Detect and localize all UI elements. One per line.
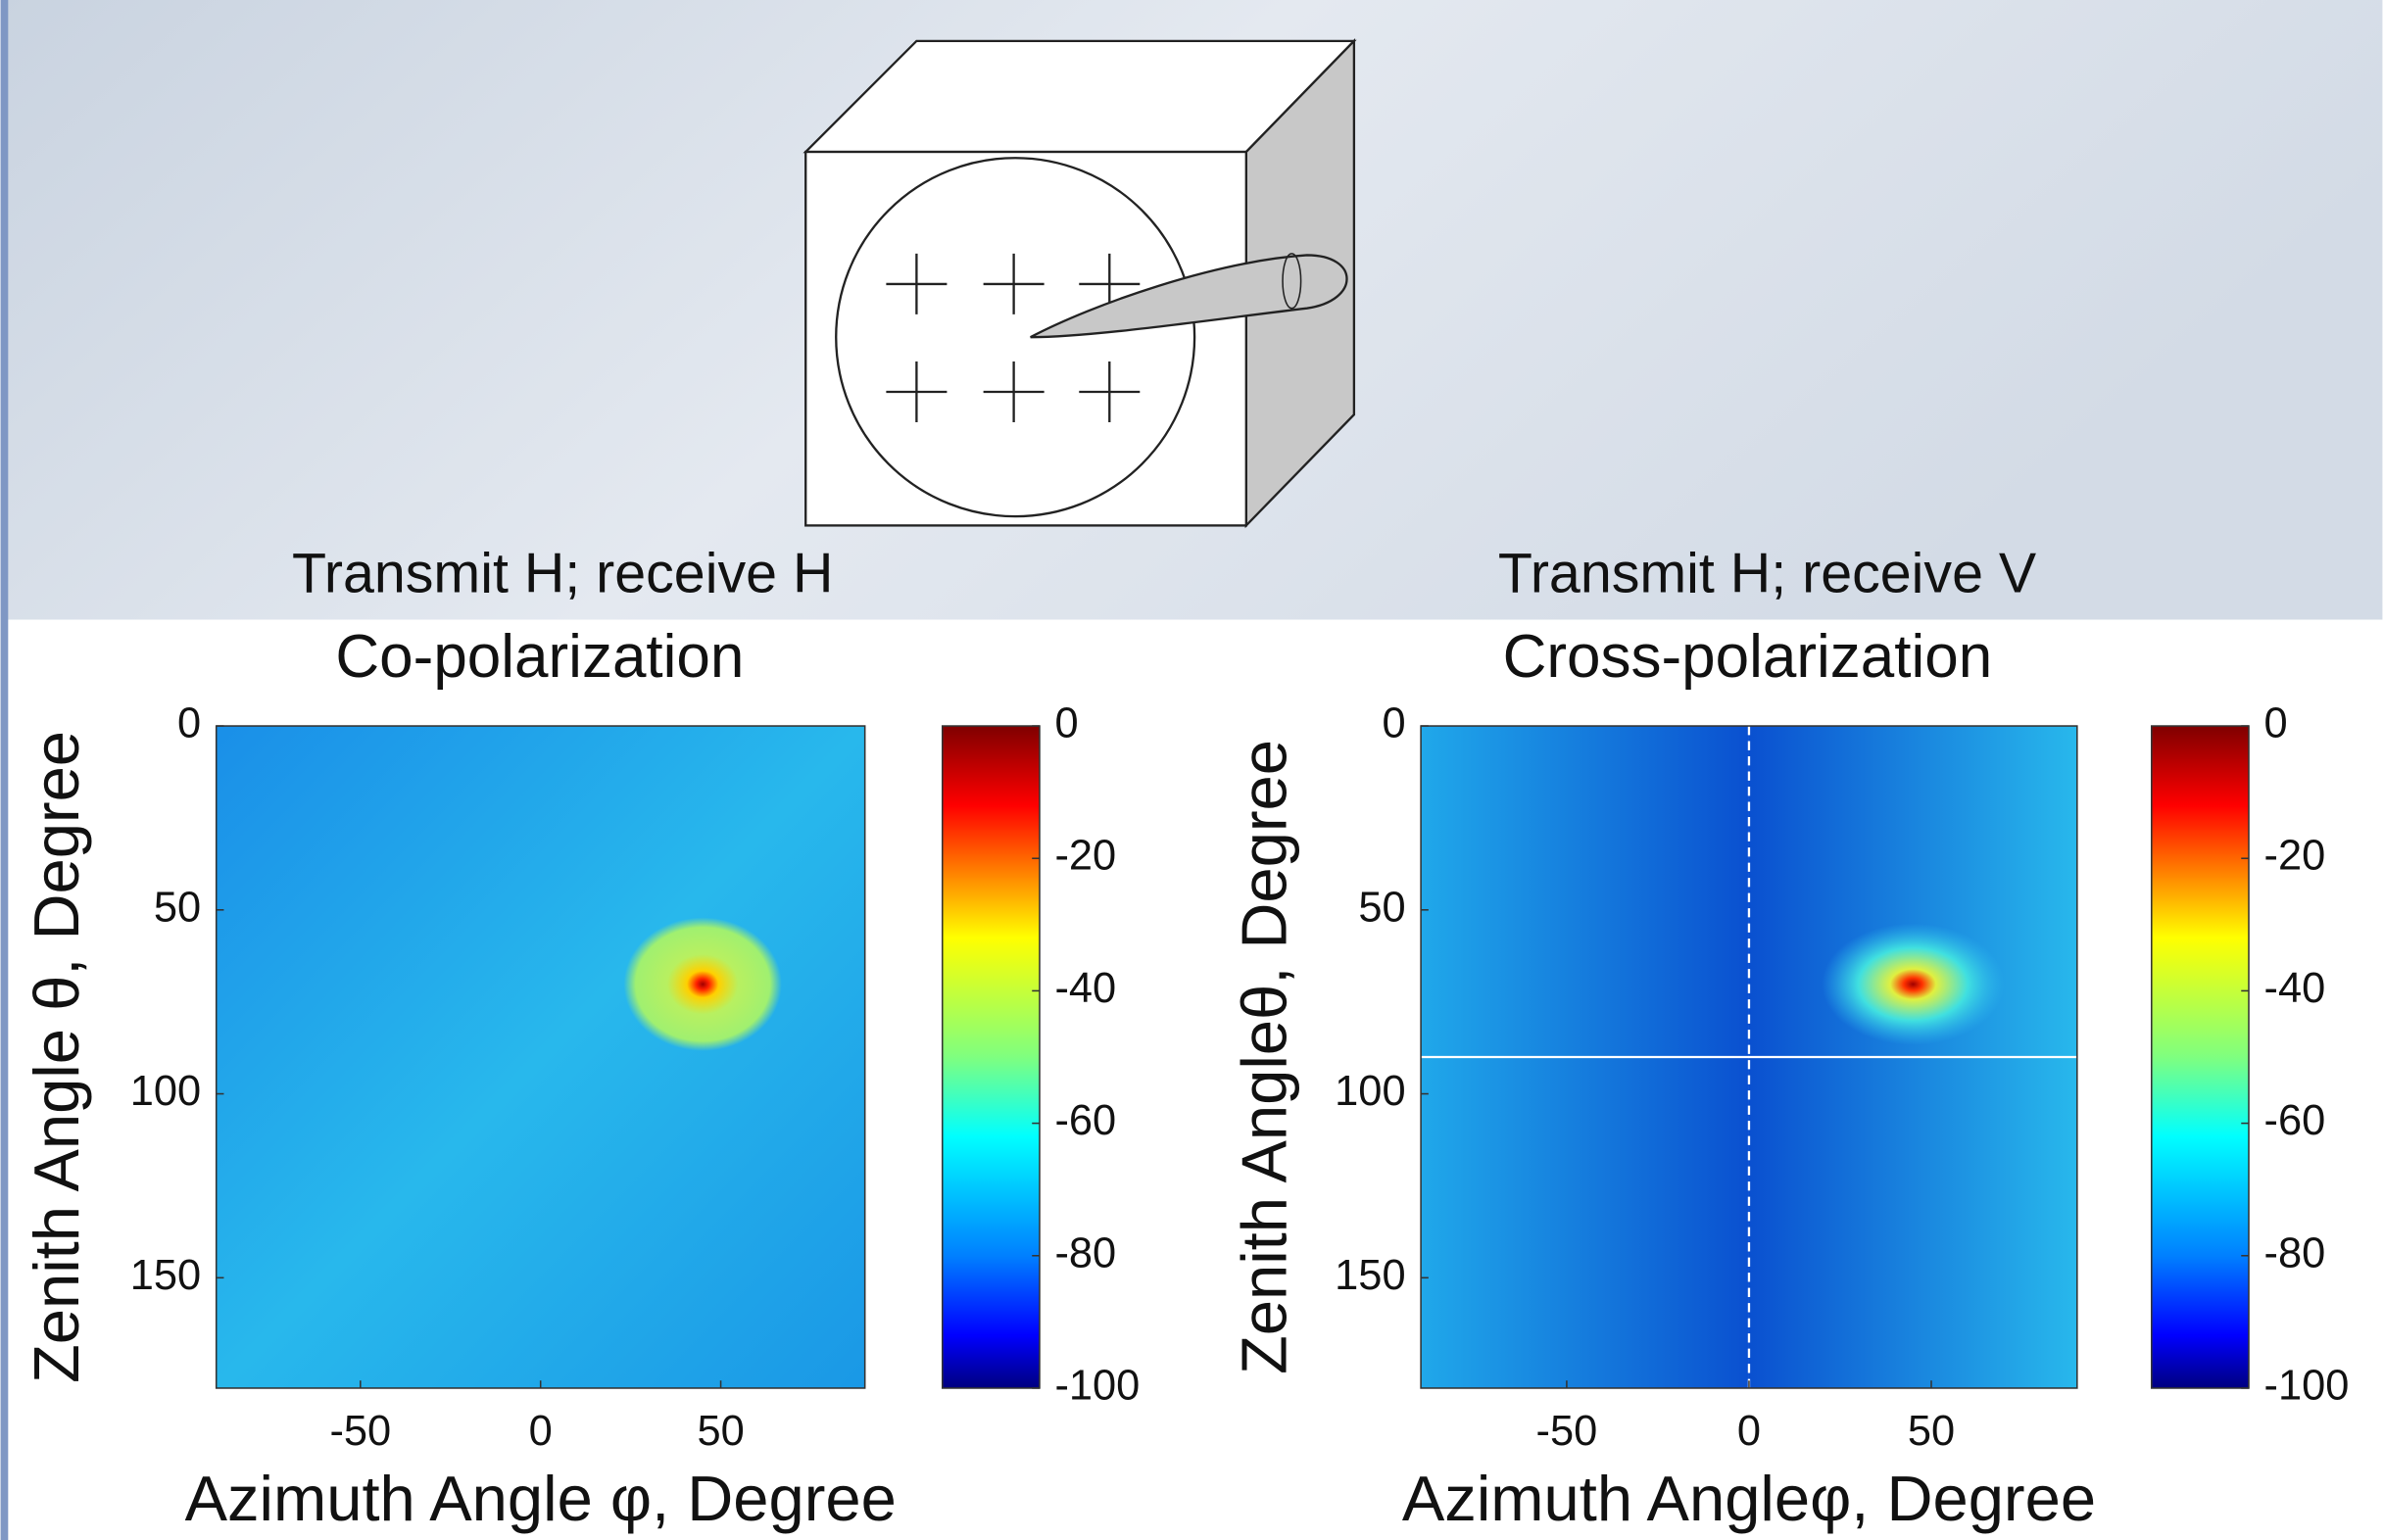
- x-tick-label: -50: [1536, 1408, 1598, 1455]
- y-axis-label: Zenith Angle θ, Degree: [21, 731, 92, 1383]
- heatmap-quadrant: [1421, 726, 1749, 1057]
- chart-title: Co-polarization: [335, 623, 744, 691]
- colorbar-tick-label: -100: [2264, 1362, 2350, 1409]
- array-diagram: [805, 41, 1354, 526]
- y-tick-label: 100: [1335, 1068, 1405, 1115]
- chart-title: Cross-polarization: [1503, 623, 1993, 691]
- heatmap-chart: Transmit H; receive H Co-polarization -50 0…: [21, 542, 1141, 1534]
- y-tick-label: 50: [1358, 884, 1405, 931]
- y-tick-label: 100: [130, 1068, 201, 1115]
- x-tick-label: 50: [697, 1408, 744, 1455]
- colorbar-tick-label: -60: [2264, 1097, 2326, 1144]
- x-tick-label: 0: [529, 1408, 553, 1455]
- colorbar: [2152, 726, 2249, 1388]
- colorbar-tick-label: 0: [2264, 700, 2288, 747]
- colorbar-tick-label: -80: [1054, 1229, 1116, 1276]
- heatmap-quadrant: [1749, 1057, 2077, 1388]
- heatmap-hotspot: [1822, 924, 2004, 1045]
- x-tick-label: -50: [329, 1408, 391, 1455]
- heatmap-field: [217, 726, 865, 1388]
- chart-subtitle: Transmit H; receive V: [1498, 542, 2036, 604]
- colorbar-tick-label: -40: [2264, 965, 2326, 1012]
- y-tick-label: 0: [1382, 700, 1405, 747]
- y-tick-label: 150: [130, 1252, 201, 1299]
- heatmap-quadrant: [1421, 1057, 1749, 1388]
- colorbar: [943, 726, 1040, 1388]
- x-tick-label: 50: [1908, 1408, 1955, 1455]
- heatmap-hotspot: [624, 917, 782, 1050]
- slide: Transmit H; receive H Co-polarization -50 0…: [0, 0, 2383, 1540]
- colorbar-tick-label: -20: [2264, 833, 2326, 880]
- y-tick-label: 0: [177, 700, 201, 747]
- colorbar-tick-label: -60: [1054, 1097, 1116, 1144]
- x-axis-label: Azimuth Angle φ, Degree: [185, 1463, 897, 1534]
- y-tick-label: 150: [1335, 1252, 1405, 1299]
- colorbar-tick-label: 0: [1054, 700, 1078, 747]
- colorbar-tick-label: -20: [1054, 833, 1116, 880]
- x-tick-label: 0: [1737, 1408, 1761, 1455]
- colorbar-tick-label: -100: [1054, 1362, 1140, 1409]
- x-axis-label: Azimuth Angleφ, Degree: [1402, 1463, 2096, 1534]
- y-axis-label: Zenith Angleθ, Degree: [1228, 740, 1299, 1374]
- heatmap-chart: Transmit H; receive V Cross-polarization -…: [1228, 542, 2349, 1534]
- colorbar-tick-label: -80: [2264, 1229, 2326, 1276]
- slide-edge: [1, 0, 9, 1540]
- colorbar-tick-label: -40: [1054, 965, 1116, 1012]
- y-tick-label: 50: [154, 884, 201, 931]
- chart-subtitle: Transmit H; receive H: [292, 542, 833, 604]
